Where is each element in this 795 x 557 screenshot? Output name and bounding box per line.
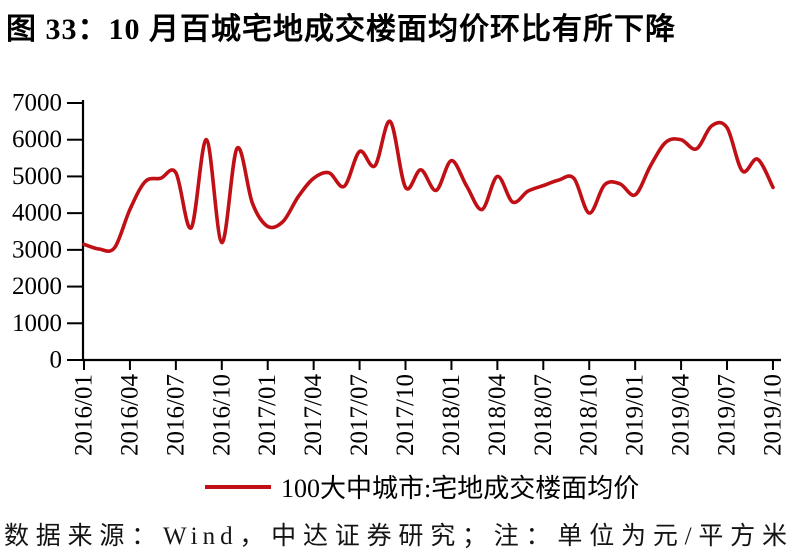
y-tick-label: 7000: [12, 90, 62, 117]
y-tick-label: 3000: [12, 236, 62, 263]
y-tick-label: 4000: [12, 200, 62, 227]
y-tick-label: 0: [50, 347, 63, 374]
x-tick-label: 2019/07: [714, 374, 741, 456]
y-tick-label: 1000: [12, 310, 62, 337]
x-tick-label: 2017/01: [254, 374, 281, 456]
x-tick-label: 2018/07: [530, 374, 557, 456]
x-tick-label: 2018/04: [484, 374, 511, 456]
x-tick-label: 2017/10: [392, 374, 419, 456]
figure-title: 图 33：10 月百城宅地成交楼面均价环比有所下降: [6, 13, 676, 46]
price-line: [82, 119, 775, 253]
y-tick-label: 5000: [12, 163, 62, 190]
x-tick-label: 2018/01: [438, 374, 465, 456]
x-tick-label: 2016/07: [162, 374, 189, 456]
x-tick-label: 2016/04: [116, 374, 143, 456]
x-tick-label: 2019/01: [622, 374, 649, 456]
y-tick-label: 6000: [12, 126, 62, 153]
x-tick-label: 2019/10: [759, 374, 786, 456]
x-tick-label: 2017/04: [300, 374, 327, 456]
x-tick-label: 2016/01: [71, 374, 98, 456]
legend: 100大中城市:宅地成交楼面均价: [205, 468, 639, 505]
source-note: 数据来源：Wind，中达证券研究；注：单位为元/平方米: [4, 523, 792, 550]
x-tick-label: 2018/10: [576, 374, 603, 456]
x-tick-label: 2019/04: [668, 374, 695, 456]
y-tick-label: 2000: [12, 273, 62, 300]
legend-line-swatch: [205, 484, 271, 489]
x-tick-label: 2017/07: [346, 374, 373, 456]
x-tick-label: 2016/10: [208, 374, 235, 456]
legend-label: 100大中城市:宅地成交楼面均价: [281, 474, 640, 503]
